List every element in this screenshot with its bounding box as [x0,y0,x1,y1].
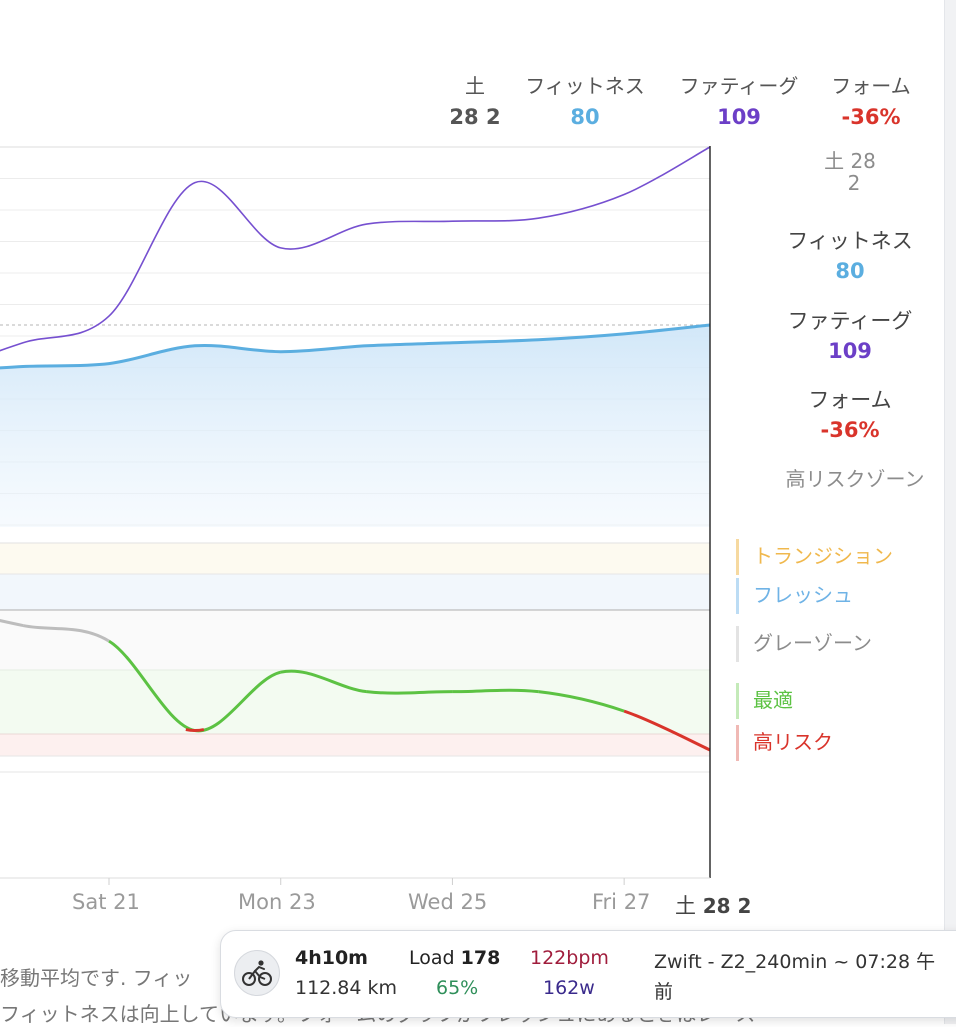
x-tick-fri-27: Fri 27 [592,890,651,914]
zone-label-fresh: フレッシュ [736,578,853,614]
side-date: 土 28 2 [760,150,940,194]
x-tick-sat-21: Sat 21 [72,890,140,914]
header-fitness: フィットネス 80 [510,70,660,129]
x-tick-current-value: 28 2 [702,894,752,918]
header-date-label: 土 [465,74,485,98]
zone-band-transition [0,543,710,574]
form-line-segment [194,670,282,733]
x-tick-wed-25: Wed 25 [408,890,488,914]
side-form-label: フォーム [808,388,892,412]
activity-distance: 112.84 km [295,977,398,999]
activity-title-line2: 前 [654,981,674,1003]
side-fitness-label: フィットネス [787,229,913,253]
fitness-chart[interactable] [0,0,735,885]
header-form-label: フォーム [831,74,911,98]
form-line-segment [366,690,453,695]
form-line-segment [452,688,539,694]
side-date-line2: 2 [847,171,861,195]
activity-card[interactable]: 4h10m 112.84 km Load 178 65% 122bpm 162w… [220,930,956,1018]
zone-label-gray: グレーゾーン [736,626,872,662]
zone-band-optimal [0,670,710,734]
header-fatigue-value: 109 [717,105,761,129]
form-line-segment [280,669,367,694]
header-date: 土 28 2 [440,70,510,129]
activity-heart-rate: 122bpm [530,947,609,969]
form-line-high-risk-dip [185,728,205,733]
x-tick-current: 土 28 2 [675,890,751,920]
side-fatigue-value: 109 [828,339,872,363]
zone-label-high-risk: 高リスク [736,725,833,761]
header-fitness-label: フィットネス [525,74,645,98]
side-form: フォーム -36% [760,384,940,442]
zone-band-fresh [0,574,710,610]
fitness-line [0,323,711,370]
side-fitness-value: 80 [835,259,865,283]
bicycle-icon [242,960,272,986]
form-line-segment [0,619,24,628]
side-fatigue: ファティーグ 109 [760,305,940,363]
activity-type-button[interactable] [234,950,280,996]
form-line-segment [623,709,711,752]
header-fitness-value: 80 [570,105,600,129]
form-line-segment [22,624,110,643]
activity-load-label: Load [409,947,455,969]
header-fatigue: ファティーグ 109 [664,70,814,129]
side-zone-text-label: 高リスクゾーン [785,467,925,491]
side-form-value: -36% [820,418,880,442]
activity-load: Load 178 [409,947,500,969]
side-zone-text: 高リスクゾーン [770,463,940,492]
footer-text-line1: 移動平均です. フィッ [0,966,193,990]
activity-duration: 4h10m [295,947,368,969]
header-date-value: 28 2 [449,105,501,129]
side-date-line1: 土 28 [824,149,876,173]
activity-power: 162w [543,977,595,999]
header-form: フォーム -36% [816,70,926,129]
form-line-segment [538,690,625,713]
fatigue-line [0,146,711,352]
header-form-value: -36% [841,105,901,129]
header-fatigue-label: ファティーグ [679,74,799,98]
x-tick-current-prefix: 土 [675,894,696,918]
activity-load-value: 178 [460,947,501,969]
activity-intensity: 65% [436,977,479,999]
x-tick-mon-23: Mon 23 [238,890,316,914]
side-fatigue-label: ファティーグ [787,309,913,333]
scrollbar-track[interactable] [944,0,956,1024]
fitness-area [0,325,710,527]
form-line [0,619,711,752]
form-line-segment [108,639,196,733]
zone-label-transition: トランジション [736,539,893,575]
zone-label-optimal: 最適 [736,683,793,719]
x-axis-tick-marks [108,878,625,885]
zone-band-gray [0,610,710,670]
side-fitness: フィットネス 80 [760,225,940,283]
activity-title: Zwift - Z2_240min ~ 07:28 午 [654,951,936,973]
zone-band-high-risk [0,734,710,756]
